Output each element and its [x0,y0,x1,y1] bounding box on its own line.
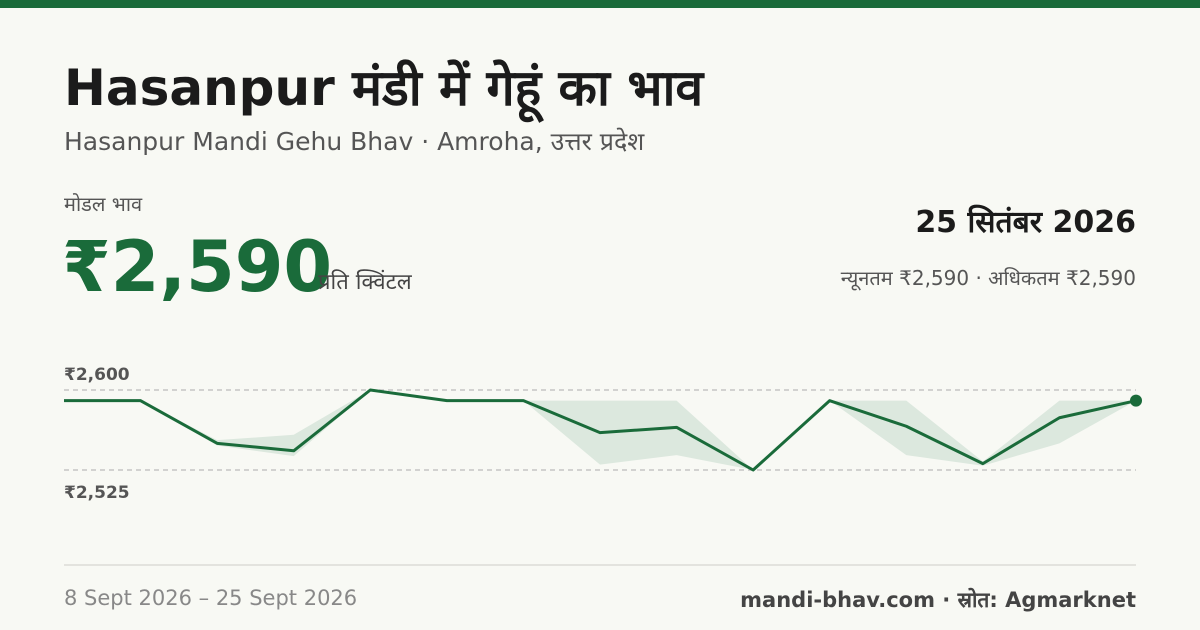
price-value: ₹2,590 [62,226,333,308]
y-tick-label: ₹2,525 [64,483,130,503]
top-bar [0,0,1200,8]
latest-point [1130,394,1142,407]
subtitle: Hasanpur Mandi Gehu Bhav · Amroha, उत्तर… [64,127,645,156]
footer-source: mandi-bhav.com · स्रोत: Agmarknet [740,588,1136,612]
footer-range: 8 Sept 2026 – 25 Sept 2026 [64,586,358,610]
min-max-band [64,389,1136,470]
price-date: 25 सितंबर 2026 [915,205,1136,240]
price-unit: प्रति क्विंटल [318,270,412,295]
price-range: न्यूनतम ₹2,590 · अधिकतम ₹2,590 [840,266,1136,290]
price-caption: मोडल भाव [64,192,143,216]
y-tick-label: ₹2,600 [64,365,130,385]
price-line [64,388,1137,472]
title: Hasanpur मंडी में गेहूं का भाव [64,59,704,117]
